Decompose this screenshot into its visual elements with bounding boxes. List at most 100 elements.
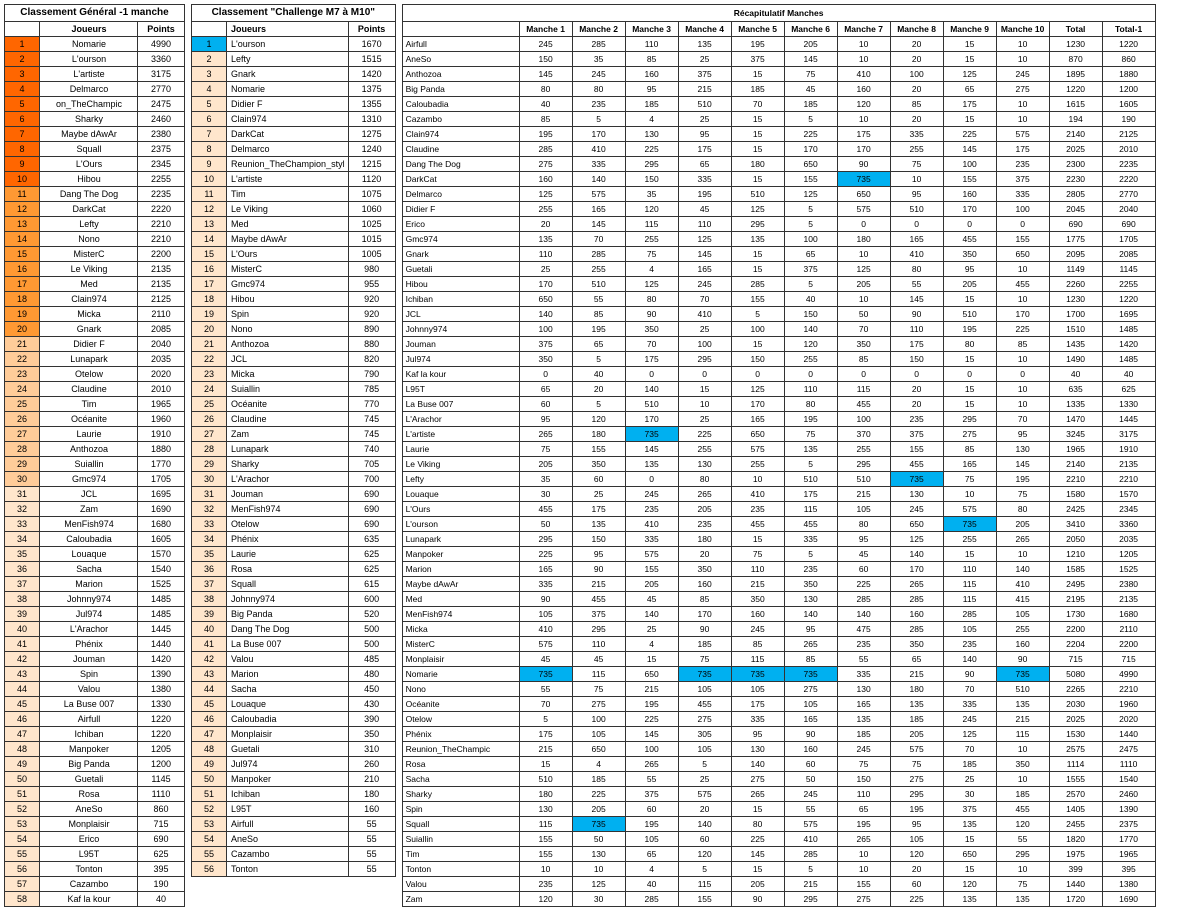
value-cell: 5 (784, 217, 837, 232)
table-title: Récapitulatif Manches (402, 5, 1155, 22)
value-cell: 160 (731, 607, 784, 622)
player-cell: Spin (227, 307, 349, 322)
ranking-row: 12Le Viking1060 (192, 202, 396, 217)
value-cell: 100 (519, 322, 572, 337)
points-cell: 745 (348, 412, 395, 427)
value-cell: 510 (519, 772, 572, 787)
rank-cell: 27 (192, 427, 227, 442)
value-cell: 170 (996, 307, 1049, 322)
col-rank (5, 22, 40, 37)
value-cell: 185 (625, 97, 678, 112)
rank-cell: 44 (5, 682, 40, 697)
value-cell: 30 (519, 487, 572, 502)
points-cell: 770 (348, 397, 395, 412)
value-cell: 1540 (1102, 772, 1155, 787)
value-cell: 10 (996, 742, 1049, 757)
value-cell: 30 (943, 787, 996, 802)
value-cell: 175 (572, 502, 625, 517)
points-cell: 920 (348, 307, 395, 322)
value-cell: 275 (996, 82, 1049, 97)
value-cell: 2195 (1049, 592, 1102, 607)
ranking-row: 34Caloubadia1605 (5, 532, 185, 547)
value-cell: 105 (678, 742, 731, 757)
value-cell: 650 (837, 187, 890, 202)
value-cell: 110 (572, 637, 625, 652)
player-cell: La Buse 007 (40, 697, 138, 712)
player-cell: Tonton (40, 862, 138, 877)
value-cell: 245 (731, 622, 784, 637)
value-cell: 1145 (1102, 262, 1155, 277)
value-cell: 510 (784, 472, 837, 487)
value-cell: 375 (731, 52, 784, 67)
points-cell: 690 (138, 832, 185, 847)
value-cell: 140 (572, 172, 625, 187)
value-cell: 1440 (1049, 877, 1102, 892)
value-cell: 5 (572, 397, 625, 412)
recap-row: Gmc9741357025512513510018016545515517751… (402, 232, 1155, 247)
player-cell: Johnny974 (402, 322, 519, 337)
value-cell: 120 (572, 412, 625, 427)
value-cell: 225 (572, 787, 625, 802)
value-cell: 195 (625, 817, 678, 832)
value-cell: 3175 (1102, 427, 1155, 442)
value-cell: 125 (678, 232, 731, 247)
value-cell: 735 (572, 817, 625, 832)
value-cell: 10 (996, 52, 1049, 67)
value-cell: 150 (890, 352, 943, 367)
rank-cell: 22 (192, 352, 227, 367)
value-cell: 20 (890, 112, 943, 127)
value-cell: 25 (519, 262, 572, 277)
value-cell: 275 (731, 772, 784, 787)
player-cell: Claudine (227, 412, 349, 427)
value-cell: 5 (784, 202, 837, 217)
value-cell: 175 (837, 127, 890, 142)
ranking-row: 17Gmc974955 (192, 277, 396, 292)
value-cell: 15 (943, 547, 996, 562)
value-cell: 735 (784, 667, 837, 682)
points-cell: 1485 (138, 592, 185, 607)
points-cell: 160 (348, 802, 395, 817)
value-cell: 510 (943, 307, 996, 322)
value-cell: 10 (996, 37, 1049, 52)
value-cell: 3360 (1102, 517, 1155, 532)
value-cell: 0 (837, 217, 890, 232)
value-cell: 225 (519, 547, 572, 562)
value-cell: 295 (519, 532, 572, 547)
points-cell: 1215 (348, 157, 395, 172)
value-cell: 155 (890, 442, 943, 457)
value-cell: 55 (572, 292, 625, 307)
ranking-row: 43Marion480 (192, 667, 396, 682)
points-cell: 690 (348, 487, 395, 502)
value-cell: 195 (519, 127, 572, 142)
value-cell: 110 (678, 217, 731, 232)
value-cell: 370 (837, 427, 890, 442)
value-cell: 40 (572, 367, 625, 382)
player-cell: Clain974 (40, 292, 138, 307)
player-cell: DarkCat (40, 202, 138, 217)
value-cell: 25 (572, 487, 625, 502)
recap-row: Suiallin15550105602254102651051555182017… (402, 832, 1155, 847)
ranking-row: 44Sacha450 (192, 682, 396, 697)
player-cell: Monplaisir (402, 652, 519, 667)
value-cell: 15 (731, 127, 784, 142)
rank-cell: 16 (192, 262, 227, 277)
table-title: Classement Général -1 manche (5, 5, 185, 22)
value-cell: 350 (837, 337, 890, 352)
value-cell: 140 (731, 757, 784, 772)
value-cell: 1555 (1049, 772, 1102, 787)
value-cell: 235 (784, 562, 837, 577)
value-cell: 3410 (1049, 517, 1102, 532)
ranking-row: 37Squall615 (192, 577, 396, 592)
value-cell: 50 (837, 307, 890, 322)
value-cell: 135 (572, 517, 625, 532)
rank-cell: 29 (192, 457, 227, 472)
player-cell: Rosa (40, 787, 138, 802)
rank-cell: 18 (192, 292, 227, 307)
points-cell: 890 (348, 322, 395, 337)
player-cell: Océanite (402, 697, 519, 712)
recap-row: Tonton10104515510201510399395 (402, 862, 1155, 877)
points-cell: 3360 (138, 52, 185, 67)
value-cell: 225 (731, 832, 784, 847)
player-cell: Micka (40, 307, 138, 322)
ranking-row: 26Océanite1960 (5, 412, 185, 427)
